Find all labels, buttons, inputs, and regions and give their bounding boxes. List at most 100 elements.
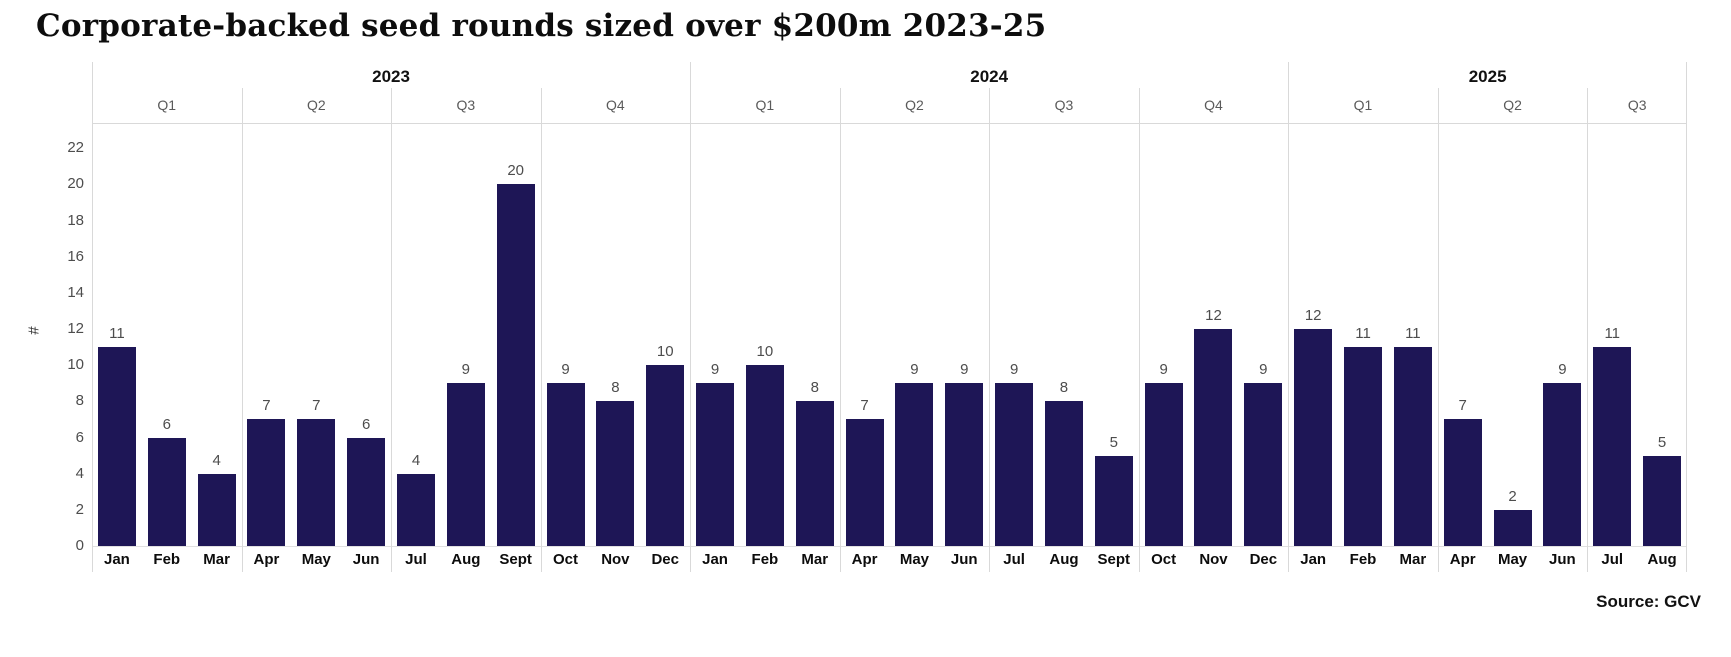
quarter-label: Q2: [905, 97, 924, 113]
quarter-label: Q4: [1204, 97, 1223, 113]
bar-slot: 11: [1587, 325, 1637, 546]
y-tick-label: 0: [75, 537, 84, 554]
bar-slot: 6: [341, 416, 391, 546]
bar-slot: 12: [1189, 307, 1239, 546]
month-label: Jul: [1003, 551, 1025, 568]
y-tick-label: 12: [67, 320, 84, 338]
quarter-divider: [540, 88, 542, 572]
bar-value-label: 9: [1159, 361, 1168, 379]
month-label: Mar: [1399, 551, 1427, 568]
month-label: Aug: [451, 551, 481, 568]
bar-chart: # 0 2 4 6 8 10 12 14 16 18 20 22 11 Jan 6 Feb 4 Mar Q1 7 Ap…: [0, 62, 1731, 574]
bar-slot: 7: [840, 397, 890, 546]
bar-value-label: 7: [860, 397, 869, 415]
month-label: Dec: [651, 551, 679, 568]
year-divider: [690, 62, 692, 572]
month-label: Feb: [751, 551, 779, 568]
bar-value-label: 6: [361, 415, 371, 433]
quarter-divider: [989, 88, 991, 572]
bar-value-label: 12: [1304, 307, 1322, 325]
month-label: Jun: [352, 551, 380, 568]
quarter-divider: [391, 88, 393, 572]
y-tick-label: 4: [75, 464, 84, 482]
bar: [1294, 329, 1333, 546]
bar: [1593, 347, 1632, 546]
bar-slot: 12: [1288, 307, 1338, 546]
x-axis-baseline: [92, 546, 1687, 547]
bar: [496, 184, 535, 546]
bar-slot: 5: [1637, 434, 1687, 546]
bar-slot: 20: [491, 162, 541, 546]
month-label: May: [1497, 551, 1528, 568]
quarter-row-rule: [92, 123, 1687, 124]
bar: [1244, 383, 1283, 546]
bar-value-label: 9: [1558, 361, 1567, 379]
bar-value-label: 4: [411, 451, 421, 469]
bar: [646, 365, 685, 546]
bar-slot: 9: [939, 361, 989, 546]
bar-value-label: 7: [1458, 397, 1467, 415]
bar: [446, 383, 485, 546]
bar-value-label: 8: [810, 379, 819, 397]
bar-value-label: 11: [1405, 325, 1421, 343]
bar-slot: 4: [391, 452, 441, 546]
bar-value-label: 9: [710, 361, 720, 379]
bar: [1443, 419, 1482, 546]
bar-value-label: 10: [756, 343, 774, 361]
month-label: Jun: [950, 551, 978, 568]
bar-slot: 4: [192, 452, 242, 546]
month-label: Nov: [601, 551, 630, 568]
bar: [546, 383, 585, 546]
bar: [895, 383, 934, 546]
bar: [1144, 383, 1183, 546]
bar-value-label: 9: [561, 361, 570, 379]
source-caption: Source: GCV: [1596, 592, 1701, 611]
month-label: Aug: [1049, 551, 1079, 568]
bar: [696, 383, 735, 546]
quarter-label: Q3: [1054, 97, 1074, 113]
quarter-label: Q1: [157, 97, 177, 113]
quarter-label: Q1: [1353, 97, 1373, 113]
quarter-label: Q3: [456, 97, 476, 113]
month-label: Mar: [203, 551, 230, 568]
bar-slot: 7: [242, 397, 292, 546]
bar: [1543, 383, 1582, 546]
bar-value-label: 11: [1355, 325, 1371, 343]
year-label: 2023: [372, 67, 410, 86]
quarter-label: Q2: [1503, 97, 1522, 113]
bar-slot: 9: [1537, 361, 1587, 546]
month-label: Apr: [1449, 551, 1476, 568]
bar-value-label: 10: [656, 343, 674, 361]
y-tick-label: 8: [75, 392, 84, 410]
bar-value-label: 6: [162, 415, 171, 433]
plot-right-border: [1686, 62, 1687, 572]
bar: [1493, 509, 1532, 546]
quarter-label: Q1: [755, 97, 775, 113]
bar: [845, 419, 884, 546]
bar: [1094, 455, 1133, 546]
bar: [1393, 347, 1432, 546]
bar: [1194, 329, 1233, 546]
month-label: Jul: [1601, 551, 1624, 568]
quarter-divider: [839, 88, 841, 572]
bar: [1044, 401, 1083, 546]
bar-slot: 9: [890, 361, 940, 546]
bar-value-label: 9: [960, 361, 969, 379]
bar: [396, 473, 435, 546]
month-label: Nov: [1199, 551, 1228, 568]
bar-value-label: 11: [1604, 325, 1621, 343]
year-divider: [92, 62, 93, 572]
bar: [1643, 455, 1682, 546]
bar: [945, 383, 984, 546]
bar-slot: 6: [142, 416, 192, 546]
bar-value-label: 2: [1508, 487, 1517, 505]
y-tick-label: 18: [67, 211, 84, 229]
bar-value-label: 4: [212, 451, 221, 469]
bar-slot: 10: [740, 343, 790, 546]
month-label: Feb: [153, 551, 181, 568]
chart-title: Corporate-backed seed rounds sized over …: [36, 8, 1047, 44]
bar-slot: 9: [989, 361, 1039, 546]
bar-value-label: 9: [910, 361, 919, 379]
bar-slot: 11: [92, 325, 142, 546]
bar-slot: 8: [1039, 379, 1089, 546]
